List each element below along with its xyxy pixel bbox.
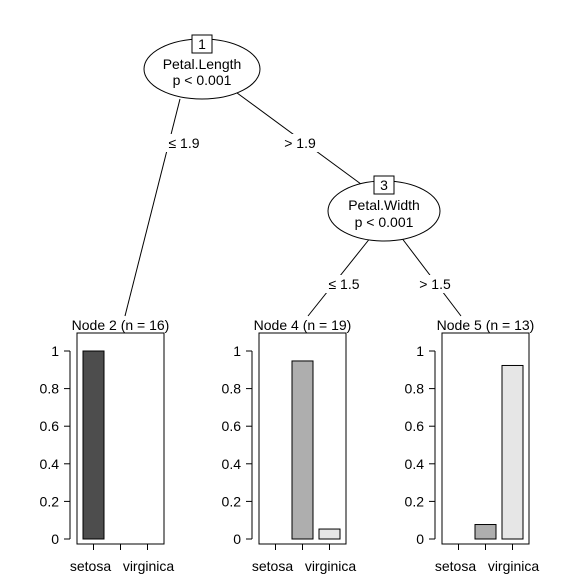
x-tick-label: virginica [305,558,357,574]
edge-label-3-4: ≤ 1.5 [328,276,359,292]
edge-labels: ≤ 1.9 > 1.9 ≤ 1.5 > 1.5 [163,134,457,293]
terminal-node-title: Node 2 (n = 16) [72,317,170,333]
terminal-node-2: Node 4 (n = 19) 0 0.2 0.4 0.6 0.8 1 setosa virgi… [222,317,357,574]
x-tick-label: setosa [70,558,111,574]
inner-node-3: 3 Petal.Width p < 0.001 [327,175,441,242]
inner-node-1: 1 Petal.Length p < 0.001 [143,34,261,100]
y-tick-label: 0.2 [405,493,425,509]
edge-label-3-5: > 1.5 [419,276,451,292]
x-tick-label: setosa [252,558,293,574]
y-tick-label: 0.6 [40,418,60,434]
node-1-variable: Petal.Length [163,56,242,72]
y-tick-label: 0.4 [405,456,425,472]
edge-label-1-3: > 1.9 [284,135,316,151]
x-tick-label: virginica [488,558,540,574]
terminal-node-title: Node 4 (n = 19) [254,317,352,333]
terminal-node-1: Node 2 (n = 16) 0 0.2 0.4 0.6 0.8 1 setosa virgi… [40,317,175,574]
x-tick-label: setosa [435,558,476,574]
y-tick-label: 0.6 [222,418,242,434]
node-1-id-box [191,34,213,54]
y-tick-label: 0 [233,531,241,547]
terminal-node-title: Node 5 (n = 13) [437,317,535,333]
edge-label-1-2: ≤ 1.9 [168,135,199,151]
y-tick-label: 1 [51,343,59,359]
y-tick-label: 1 [233,343,241,359]
bar-versicolor [474,524,497,540]
node-3-id-box [373,175,395,195]
node-3-id: 3 [380,177,388,193]
y-tick-label: 0.8 [222,381,242,397]
y-tick-label: 0.8 [405,381,425,397]
x-tick-label: virginica [123,558,175,574]
node-1-id: 1 [198,36,206,52]
y-tick-label: 0.8 [40,381,60,397]
bar-virginica [318,528,341,540]
y-tick-label: 0 [51,531,59,547]
edge-1-2 [124,98,181,317]
node-1-pvalue: p < 0.001 [173,72,232,88]
bar-virginica [501,364,524,540]
y-tick-label: 0.4 [40,456,60,472]
bar-setosa [82,350,105,540]
node-3-pvalue: p < 0.001 [355,214,414,230]
y-tick-label: 0.2 [40,493,60,509]
y-tick-label: 0.4 [222,456,242,472]
terminal-nodes: Node 2 (n = 16) 0 0.2 0.4 0.6 0.8 1 setosa virgi… [40,317,540,574]
y-tick-label: 1 [416,343,424,359]
terminal-node-3: Node 5 (n = 13) 0 0.2 0.4 0.6 0.8 1 setosa virgi… [405,317,540,574]
y-tick-label: 0.2 [222,493,242,509]
bar-versicolor [291,360,314,540]
y-tick-label: 0 [416,531,424,547]
node-3-variable: Petal.Width [348,197,420,213]
y-tick-label: 0.6 [405,418,425,434]
